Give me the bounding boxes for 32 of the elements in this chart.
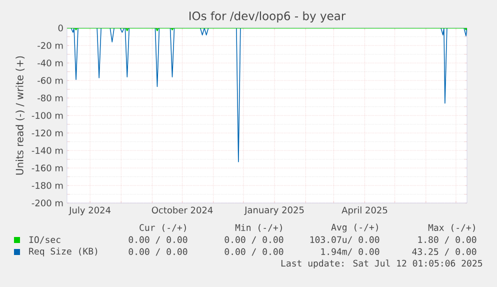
y-tick-label: -20 m: [38, 42, 63, 49]
text: 1.80 / 0.00: [418, 236, 476, 244]
text: Avg (-/+): [331, 224, 378, 232]
text: 0.00 / 0.00: [128, 248, 188, 256]
text: 0.00 / 0.00: [224, 236, 284, 244]
y-tick-label: -60 m: [38, 77, 63, 84]
text: 43.25 / 0.00: [412, 248, 476, 256]
text: 0.00 / 0.00: [224, 248, 284, 256]
x-tick-label: January 2025: [244, 206, 304, 216]
text: Min (-/+): [235, 224, 282, 232]
y-tick-label: -180 m: [32, 182, 63, 189]
y-tick-label: -100 m: [32, 112, 63, 119]
x-tick-label: April 2025: [342, 206, 388, 216]
chart-title: IOs for /dev/loop6 - by year: [190, 11, 346, 22]
text: 103.07u/ 0.00: [310, 236, 380, 244]
text: Max (-/+): [428, 224, 475, 232]
text: Cur (-/+): [140, 224, 186, 232]
y-tick-label: -120 m: [32, 130, 63, 136]
y-tick-label: -140 m: [32, 147, 63, 154]
y-tick-label: -200 m: [32, 200, 63, 206]
text: 1.94m/ 0.00: [321, 248, 380, 256]
y-tick-label: -160 m: [32, 164, 63, 172]
y-tick-label: 0: [58, 24, 63, 32]
legend-label: IO/sec: [29, 236, 60, 244]
y-tick-label: -40 m: [38, 60, 63, 66]
text: Last update: Sat Jul 12 01:05:06 2025: [281, 260, 482, 268]
x-tick-label: October 2024: [152, 206, 213, 214]
legend-label: Req Size (KB): [29, 248, 98, 256]
x-tick-label: July 2024: [68, 206, 111, 216]
text: 0.00 / 0.00: [128, 236, 188, 244]
y-tick-label: -80 m: [38, 94, 63, 102]
y-axis-title: Units read (-) / write (+): [16, 56, 25, 175]
